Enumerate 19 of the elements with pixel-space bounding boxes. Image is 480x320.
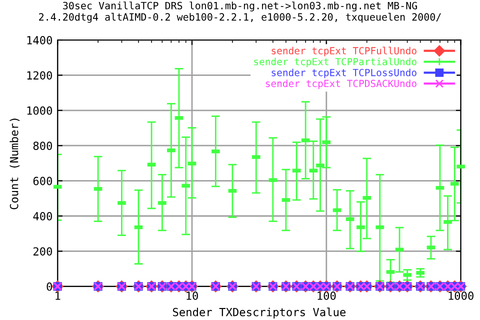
x-axis-title: Sender TXDescriptors Value [172,308,346,318]
y-tick-label: 400 [33,212,52,220]
x-tick-label: 100 [318,292,336,300]
x-tick-label: 1000 [448,292,474,300]
y-tick-label: 0 [46,282,52,291]
y-tick-label: 800 [33,142,52,150]
legend-label: sender tcpExt TCPPartialUndo [254,58,416,68]
y-tick-label: 1000 [27,106,52,115]
y-tick-label: 600 [33,176,52,186]
y-tick-label: 200 [33,247,52,256]
legend-label: sender tcpExt TCPDSACKUndo [266,80,416,90]
legend-label: sender tcpExt TCPFullUndo [272,46,416,56]
y-axis-title: Count (Number) [10,118,20,210]
chart-title: 30sec VanillaTCP DRS lon01.mb-ng.net->lon03.mb-ng.net MB-NG 2.4.20dtg4 altAIMD-0.2 web100-2.2.1, e1000-5.2.20, txqueuelen 2000/ [39,2,441,23]
y-tick-label: 1200 [27,71,52,80]
y-tick-label: 1400 [27,36,52,44]
legend-label: sender tcpExt TCPLossUndo [272,68,416,78]
x-tick-label: 1 [56,292,60,300]
x-tick-label: 10 [186,292,198,300]
